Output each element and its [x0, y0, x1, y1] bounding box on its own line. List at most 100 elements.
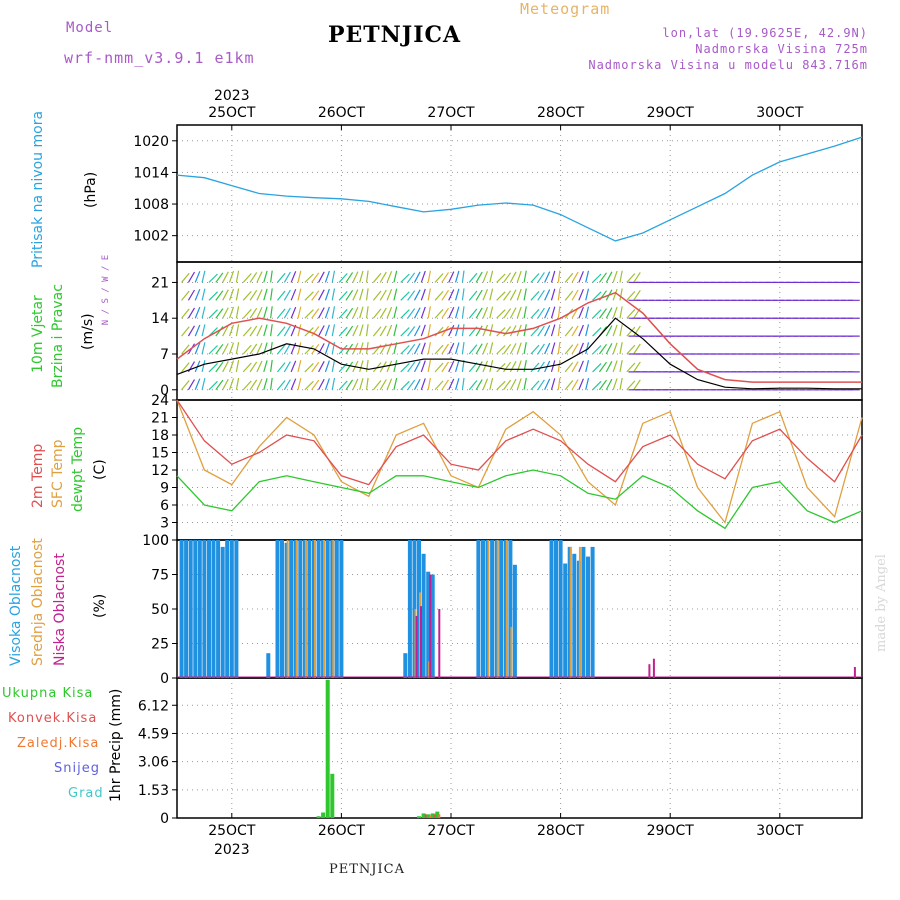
wind-barb: [605, 307, 613, 319]
wind-barb: [407, 343, 416, 355]
wind-barb: [283, 289, 291, 301]
wind-barb: [516, 270, 522, 283]
wind-barb: [454, 288, 460, 301]
wind-speed-line: [176, 317, 862, 390]
wind-barb: [557, 359, 561, 372]
temp-ytick-label: 0: [160, 533, 169, 549]
wind-barb: [564, 362, 574, 373]
wind-barb: [393, 360, 398, 373]
wind-barb: [571, 271, 579, 283]
wind-barb: [359, 288, 364, 301]
coordinates: lon,lat (19.9625E, 42.9N): [662, 26, 868, 40]
wind-barb: [633, 272, 641, 283]
precip-total-bar: [316, 816, 321, 818]
wind-barb: [598, 379, 607, 391]
cloud-high-bar: [558, 540, 563, 678]
wind-barb: [208, 345, 218, 355]
wind-barb: [407, 361, 416, 373]
wind-barb: [256, 324, 263, 337]
wind-barb: [626, 273, 636, 283]
wind-barb: [386, 271, 393, 283]
wind-barb: [318, 289, 325, 301]
wind-barb: [256, 378, 263, 391]
wind-barb: [523, 306, 527, 319]
wind-barb: [537, 272, 545, 283]
wind-barb: [222, 343, 229, 355]
cloud-low-bar: [429, 574, 432, 678]
wind-barb: [311, 326, 320, 337]
wind-barb: [482, 271, 489, 283]
wind-barb: [544, 271, 551, 283]
cloud-panel-frame: [176, 539, 863, 679]
wind-barb: [633, 343, 641, 355]
model-version: wrf-nmm_v3.9.1 e1km: [64, 49, 255, 67]
x-tick-label-top: 26OCT: [318, 105, 366, 121]
wind-barb: [400, 345, 410, 355]
wind-barb: [297, 288, 302, 301]
wind-barb: [612, 324, 618, 337]
wind-barb: [475, 307, 483, 319]
cloud-high-bar: [298, 540, 303, 678]
wind-barb: [311, 290, 320, 301]
wind-barb: [441, 272, 450, 283]
wind-barb: [482, 378, 489, 391]
wind-barb: [537, 361, 545, 373]
wind-barb: [475, 379, 483, 391]
product-title: Meteogram: [520, 0, 611, 18]
wind-barb: [605, 378, 613, 391]
wind-barb: [530, 273, 540, 283]
wind-barb: [365, 288, 369, 301]
wind-barb: [503, 326, 512, 337]
wind-barb: [585, 270, 590, 283]
wind-barb: [592, 345, 602, 355]
wind-barb: [228, 324, 235, 337]
wind-barb: [318, 271, 325, 283]
wind-barb: [530, 380, 540, 391]
wind-barb: [468, 272, 478, 283]
wind-barb: [557, 270, 561, 283]
wind-barb: [503, 343, 512, 355]
precip-frozen-bar: [429, 815, 432, 818]
wind-barb: [290, 378, 297, 391]
wind-barb: [345, 379, 354, 391]
wind-barb: [235, 288, 240, 301]
wind-barb: [311, 379, 320, 391]
wind-barb: [544, 378, 551, 391]
cloud-mid-bar: [505, 540, 508, 678]
wind-barb: [194, 378, 201, 391]
wind-barb: [379, 379, 387, 391]
wind-barb: [441, 307, 450, 319]
wind-barb: [434, 273, 444, 283]
wind-barb: [619, 288, 623, 301]
temp-ytick-label: 24: [151, 393, 169, 409]
wind-barb: [633, 379, 641, 391]
wind-barb: [605, 343, 613, 355]
wind-barb: [372, 272, 382, 283]
wind-barb: [208, 291, 218, 301]
model-label: Model: [66, 20, 114, 36]
wind-ytick-label: 7: [160, 347, 169, 363]
wind-barb: [297, 270, 302, 283]
wind-barb: [482, 324, 489, 337]
wind-barb: [228, 270, 235, 283]
year-label-top: 2023: [214, 88, 250, 104]
wind-barb: [448, 342, 455, 355]
wind-barb: [420, 378, 426, 390]
wind-barb: [228, 306, 235, 319]
wind-barb: [352, 271, 359, 283]
pressure-line: [176, 136, 863, 242]
wind-barb: [461, 288, 465, 301]
wind-barb: [249, 379, 258, 391]
station-elevation: Nadmorska Visina 725m: [695, 42, 868, 56]
wind-barb: [400, 273, 410, 283]
wind-barb: [324, 270, 330, 283]
wind-barb: [598, 343, 607, 355]
wind-barb: [434, 380, 444, 391]
wind-barb: [201, 324, 206, 337]
wind-barb: [557, 288, 561, 301]
wind-barb: [571, 289, 579, 301]
wind-barb: [557, 342, 561, 355]
wind-barb: [516, 360, 522, 373]
wind-barb: [468, 380, 478, 391]
cloud-high-bar: [334, 540, 339, 678]
